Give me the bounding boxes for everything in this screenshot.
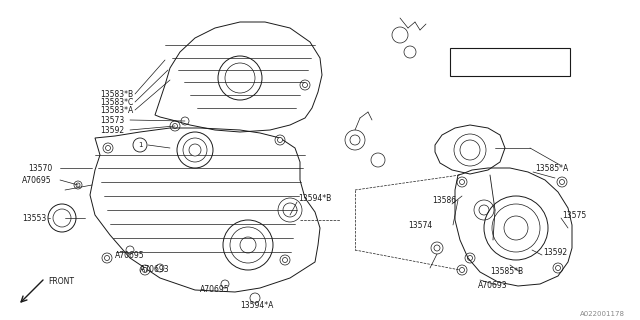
- Text: 13583*A: 13583*A: [100, 106, 133, 115]
- Text: 13583*B: 13583*B: [100, 90, 133, 99]
- Text: A70693: A70693: [140, 266, 170, 275]
- Circle shape: [460, 268, 465, 273]
- Text: 13585*A: 13585*A: [535, 164, 568, 172]
- Circle shape: [453, 53, 471, 71]
- Text: 1: 1: [138, 142, 142, 148]
- Text: A022001178: A022001178: [580, 311, 625, 317]
- Circle shape: [143, 268, 147, 273]
- Text: 1: 1: [460, 58, 465, 67]
- Text: 13586: 13586: [432, 196, 456, 204]
- Text: 13585*B: 13585*B: [490, 268, 523, 276]
- Circle shape: [189, 144, 201, 156]
- Text: J10645: J10645: [490, 57, 524, 67]
- Text: 13592: 13592: [543, 247, 567, 257]
- Text: A70695: A70695: [115, 251, 145, 260]
- Circle shape: [559, 180, 564, 185]
- Text: 13574: 13574: [408, 220, 432, 229]
- Text: 13553: 13553: [22, 213, 46, 222]
- Text: 13592: 13592: [100, 125, 124, 134]
- Text: A70695: A70695: [200, 285, 230, 294]
- Circle shape: [104, 255, 109, 260]
- Circle shape: [282, 258, 287, 262]
- Circle shape: [460, 180, 465, 185]
- Text: 13575: 13575: [562, 211, 586, 220]
- Text: 13594*A: 13594*A: [240, 300, 273, 309]
- FancyBboxPatch shape: [450, 48, 570, 76]
- Text: 13583*C: 13583*C: [100, 98, 133, 107]
- Text: A70693: A70693: [478, 281, 508, 290]
- Text: 13573: 13573: [100, 116, 124, 124]
- Text: 13570: 13570: [28, 164, 52, 172]
- Text: A70695: A70695: [22, 175, 52, 185]
- Text: 13594*B: 13594*B: [298, 194, 332, 203]
- Circle shape: [106, 146, 111, 150]
- Circle shape: [278, 138, 282, 142]
- Circle shape: [556, 266, 561, 270]
- Text: FRONT: FRONT: [48, 277, 74, 286]
